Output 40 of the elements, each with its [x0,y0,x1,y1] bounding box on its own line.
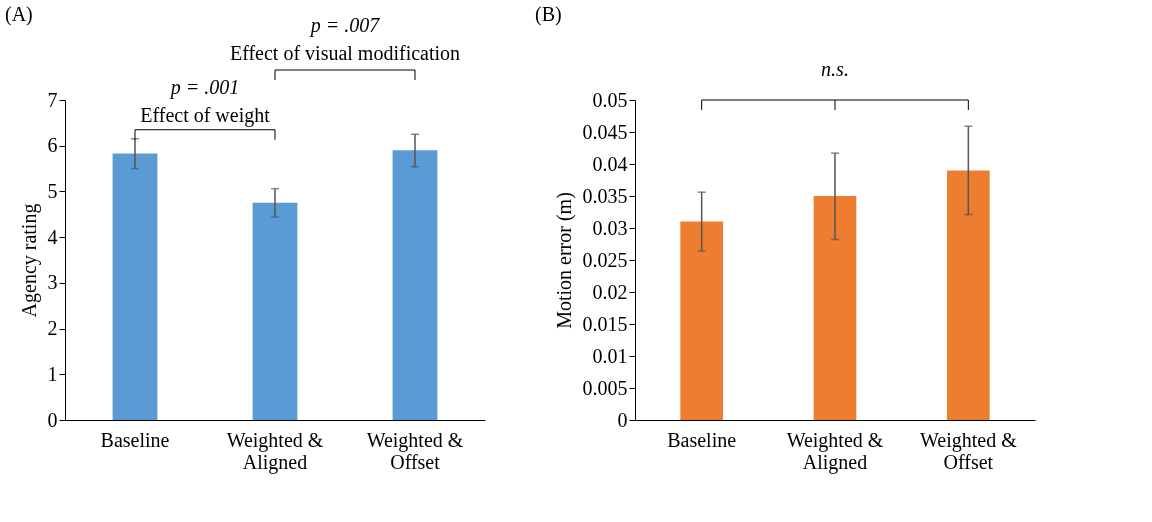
y-tick-label: 5 [47,179,58,202]
x-tick-label: Weighted & Aligned [226,428,324,474]
annotation: Effect of weight [140,103,271,127]
y-tick-label: 2 [47,317,58,340]
y-tick-label: 0.045 [582,120,628,143]
text: p = .007 [308,14,381,37]
y-tick-label: 0 [617,408,628,431]
y-tick-label: 6 [47,134,58,157]
y-tick-label: 3 [47,271,58,294]
y-tick-label: 0.02 [592,280,628,303]
y-tick-label: 0.015 [582,312,628,335]
y-tick-label: 0.025 [582,248,628,271]
y-tick-label: 0.035 [582,184,628,207]
y-tick-label: 0 [47,408,58,431]
y-tick-label: 4 [47,225,58,248]
text: Effect of visual modification [229,42,461,64]
x-tick-label: Weighted & Offset [919,428,1018,473]
x-tick-label: Baseline [100,428,170,451]
y-tick-label: 7 [47,88,58,111]
y-tick-label: 0.005 [582,376,628,399]
y-tick-label: 0.05 [592,88,628,111]
y-axis-title: Agency rating [17,203,41,318]
text: n.s. [821,58,849,80]
chart-title: (A) [5,3,33,26]
bar [680,221,723,420]
bar [112,153,158,420]
y-tick-label: 0.01 [592,344,628,367]
x-tick-label: Weighted & Aligned [786,428,884,474]
bar [252,202,298,420]
text: p = .001 [168,75,240,99]
x-tick-label: Weighted & Offset [366,428,464,473]
chart-title: (B) [535,3,562,26]
bar [813,196,857,420]
bar [947,170,990,420]
y-tick-label: 0.03 [592,216,628,239]
y-axis-title: Motion error (m) [552,192,576,329]
y-tick-label: 0.04 [592,152,628,175]
y-tick-label: 1 [47,362,58,385]
bar [392,150,438,420]
x-tick-label: Baseline [667,428,737,451]
